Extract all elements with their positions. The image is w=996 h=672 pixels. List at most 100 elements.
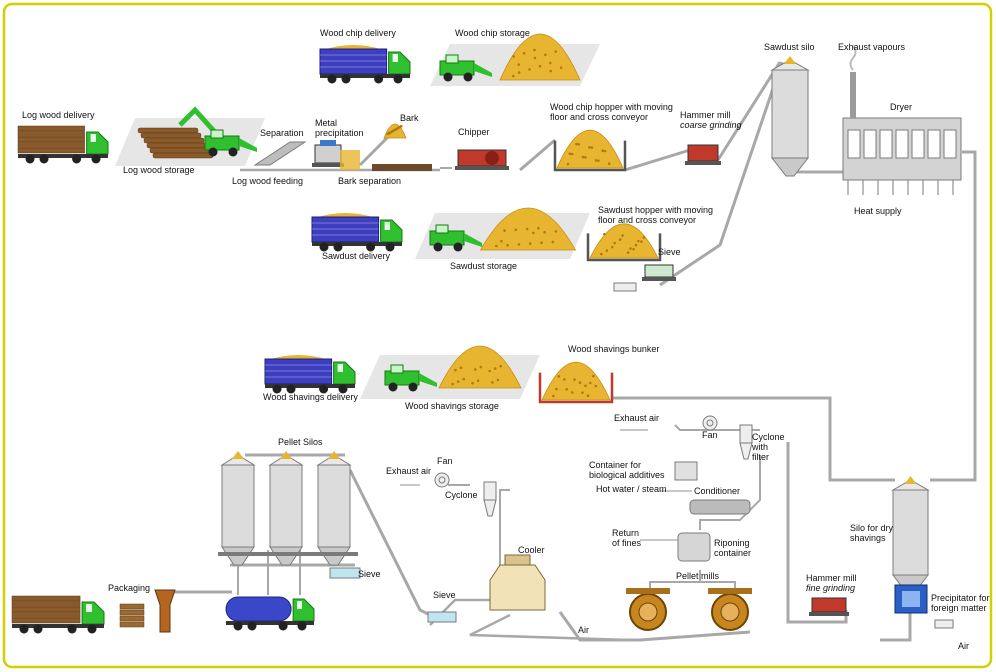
chip	[642, 236, 646, 239]
pallet	[119, 609, 145, 616]
chip	[621, 234, 624, 237]
pipe	[930, 150, 977, 482]
mill-feed	[708, 588, 752, 594]
label-line: Pellet mills	[676, 571, 720, 581]
label: Silo for dry shavings	[850, 523, 894, 543]
loader-arm	[464, 233, 482, 247]
log	[11, 601, 81, 607]
label: Hammer mill coarse grinding	[680, 110, 742, 130]
metal-conveyor	[340, 150, 360, 170]
chip	[514, 228, 518, 232]
chip	[634, 243, 638, 247]
label-line: Exhaust air	[614, 413, 659, 423]
wheel	[297, 621, 307, 631]
label-line: Hammer mill	[680, 110, 731, 120]
machine-base	[642, 277, 676, 281]
chip	[533, 48, 536, 52]
chip	[543, 230, 546, 234]
window	[392, 54, 398, 62]
label-line: foreign matter	[931, 603, 987, 613]
chip	[451, 382, 454, 386]
chip	[528, 242, 532, 245]
label-line: Exhaust air	[386, 466, 431, 476]
chip	[551, 240, 555, 244]
chip	[575, 142, 578, 146]
chip	[399, 124, 403, 128]
machine	[644, 264, 674, 278]
chassis	[12, 624, 104, 628]
wheel	[286, 384, 296, 394]
label: Exhaust air	[386, 466, 431, 476]
chip	[581, 155, 585, 159]
silo-fill	[328, 451, 340, 459]
chip	[584, 156, 587, 159]
label-line: Air	[958, 641, 969, 651]
wheel	[72, 154, 82, 164]
chip	[512, 55, 516, 58]
hopper	[553, 140, 627, 172]
label: Pellet Silos	[278, 437, 323, 447]
label-line: Conditioner	[694, 486, 740, 496]
pipe	[649, 570, 701, 592]
label-line: Sawdust storage	[450, 261, 517, 271]
wheel	[39, 154, 49, 164]
wheel	[333, 242, 343, 252]
silo-body	[221, 464, 255, 548]
silo-top	[316, 454, 352, 466]
loader-cab	[445, 54, 459, 64]
load-box	[264, 358, 333, 385]
chip	[601, 149, 604, 153]
label: Chipper	[458, 127, 490, 137]
window	[86, 604, 92, 612]
label: Bark separation	[338, 176, 401, 186]
label-line: Sieve	[433, 590, 456, 600]
chip	[555, 387, 558, 391]
label-line: fine grinding	[806, 583, 855, 593]
chip	[512, 74, 515, 78]
chip	[613, 241, 616, 245]
label: Cooler	[518, 545, 545, 555]
chip	[559, 66, 563, 70]
fan	[434, 472, 450, 488]
label: Log wood delivery	[22, 110, 95, 120]
chip	[552, 394, 555, 398]
chassis	[18, 154, 108, 158]
pile	[541, 361, 611, 401]
label-line: Wood shavings storage	[405, 401, 499, 411]
chip	[493, 367, 497, 370]
chip	[549, 61, 552, 65]
label: Fan	[702, 430, 718, 440]
wheel	[327, 74, 337, 84]
load-box	[311, 216, 380, 243]
chip	[488, 369, 491, 373]
dryer-cell	[879, 129, 893, 159]
silo-body	[892, 489, 929, 576]
wheel	[19, 624, 29, 634]
label-line: coarse grinding	[680, 120, 742, 130]
wheel	[388, 382, 398, 392]
chip	[476, 379, 480, 383]
chip	[554, 50, 558, 53]
chip	[456, 380, 460, 383]
chip	[584, 384, 587, 388]
label: Wood shavings storage	[405, 401, 499, 411]
wheel	[393, 74, 403, 84]
chip	[632, 247, 635, 251]
label-line: Exhaust vapours	[838, 42, 906, 52]
label-line: Fan	[437, 456, 453, 466]
hopper	[586, 233, 662, 262]
bark-separation	[372, 164, 432, 171]
loader-arm	[239, 138, 257, 152]
fan-hub	[706, 419, 714, 427]
label: Hot water / steam	[596, 484, 667, 494]
log	[11, 612, 81, 618]
chip	[459, 366, 463, 370]
cyclone	[739, 424, 753, 444]
chip	[640, 240, 643, 243]
loader-arm	[419, 373, 437, 387]
cyclone	[483, 481, 497, 501]
log-stack	[149, 147, 211, 154]
chip	[394, 127, 398, 131]
label-line: container	[714, 548, 751, 558]
